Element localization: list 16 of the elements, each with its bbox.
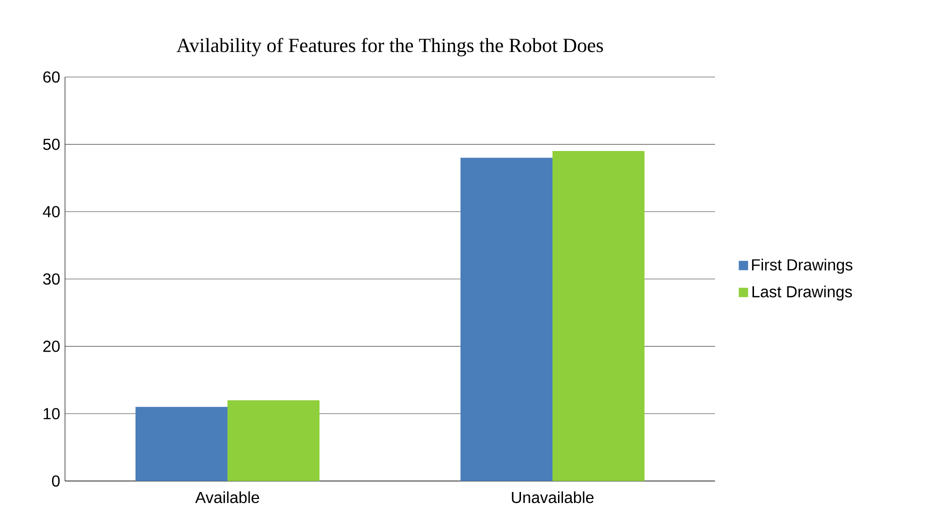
y-tick-label: 20 — [43, 340, 60, 352]
y-tick-label: 60 — [43, 71, 60, 83]
y-tick-label: 50 — [43, 138, 60, 150]
x-tick-label: Unavailable — [512, 491, 594, 504]
chart-title: Avilability of Features for the Things the Robot Does — [176, 38, 603, 56]
bar — [228, 400, 320, 481]
bar — [460, 158, 553, 481]
legend-label: Last Drawings — [752, 286, 852, 301]
bar — [552, 151, 645, 481]
y-tick-label: 10 — [44, 408, 60, 420]
y-tick-label: 40 — [42, 206, 60, 218]
y-tick-label: 0 — [52, 475, 60, 487]
bar — [136, 406, 228, 481]
y-tick-label: 30 — [43, 273, 60, 285]
x-tick-label: Available — [195, 491, 260, 504]
legend-label: First Drawings — [752, 258, 852, 274]
